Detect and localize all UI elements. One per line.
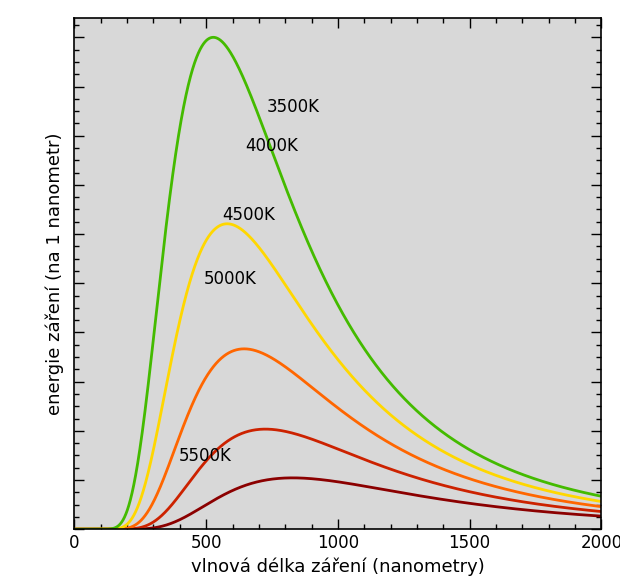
Text: 5500K: 5500K: [179, 447, 231, 465]
X-axis label: vlnová délka záření (nanometry): vlnová délka záření (nanometry): [191, 557, 485, 576]
Y-axis label: energie záření (na 1 nanometr): energie záření (na 1 nanometr): [45, 132, 64, 415]
Text: 5000K: 5000K: [203, 270, 257, 288]
Text: 4000K: 4000K: [246, 138, 299, 155]
Text: 4500K: 4500K: [222, 206, 275, 224]
Text: 3500K: 3500K: [267, 98, 320, 116]
